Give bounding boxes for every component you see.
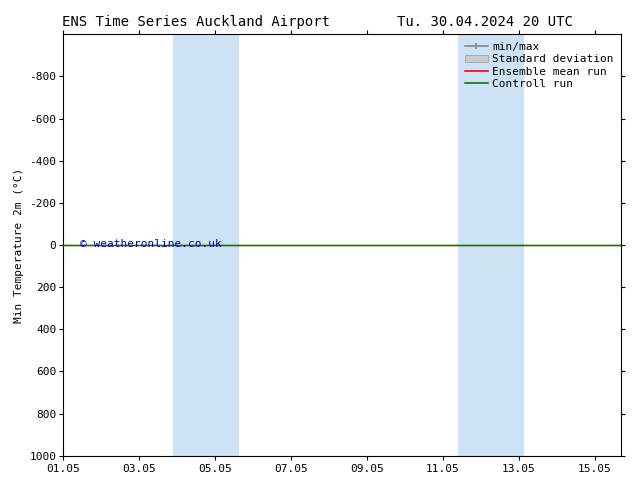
- Bar: [458, 34, 522, 456]
- Bar: [174, 34, 238, 456]
- Text: ENS Time Series Auckland Airport        Tu. 30.04.2024 20 UTC: ENS Time Series Auckland Airport Tu. 30.…: [61, 15, 573, 29]
- Legend: min/max, Standard deviation, Ensemble mean run, Controll run: min/max, Standard deviation, Ensemble me…: [463, 40, 616, 91]
- Y-axis label: Min Temperature 2m (°C): Min Temperature 2m (°C): [14, 168, 24, 322]
- Text: © weatheronline.co.uk: © weatheronline.co.uk: [80, 239, 222, 249]
